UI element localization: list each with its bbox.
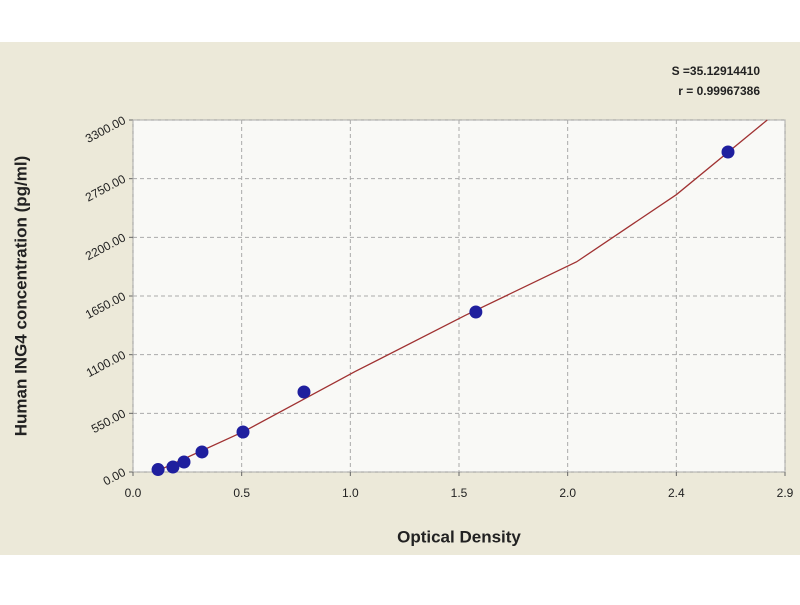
data-point [297, 385, 311, 399]
x-tick-label: 0.5 [233, 486, 250, 500]
x-tick-label: 0.0 [125, 486, 142, 500]
x-axis-title: Optical Density [397, 527, 521, 546]
data-point [469, 305, 483, 319]
annotation: r = 0.99967386 [678, 84, 760, 98]
y-axis-title: Human ING4 concentration (pg/ml) [11, 156, 30, 437]
x-tick-label: 2.4 [668, 486, 685, 500]
data-point [721, 145, 735, 159]
x-tick-label: 1.0 [342, 486, 359, 500]
annotation: S =35.12914410 [672, 64, 761, 78]
data-point [151, 463, 165, 477]
x-tick-label: 2.0 [559, 486, 576, 500]
data-point [195, 445, 209, 459]
data-point [236, 425, 250, 439]
data-point [177, 455, 191, 469]
data-point [166, 460, 180, 474]
x-tick-label: 2.9 [777, 486, 794, 500]
x-tick-label: 1.5 [451, 486, 468, 500]
